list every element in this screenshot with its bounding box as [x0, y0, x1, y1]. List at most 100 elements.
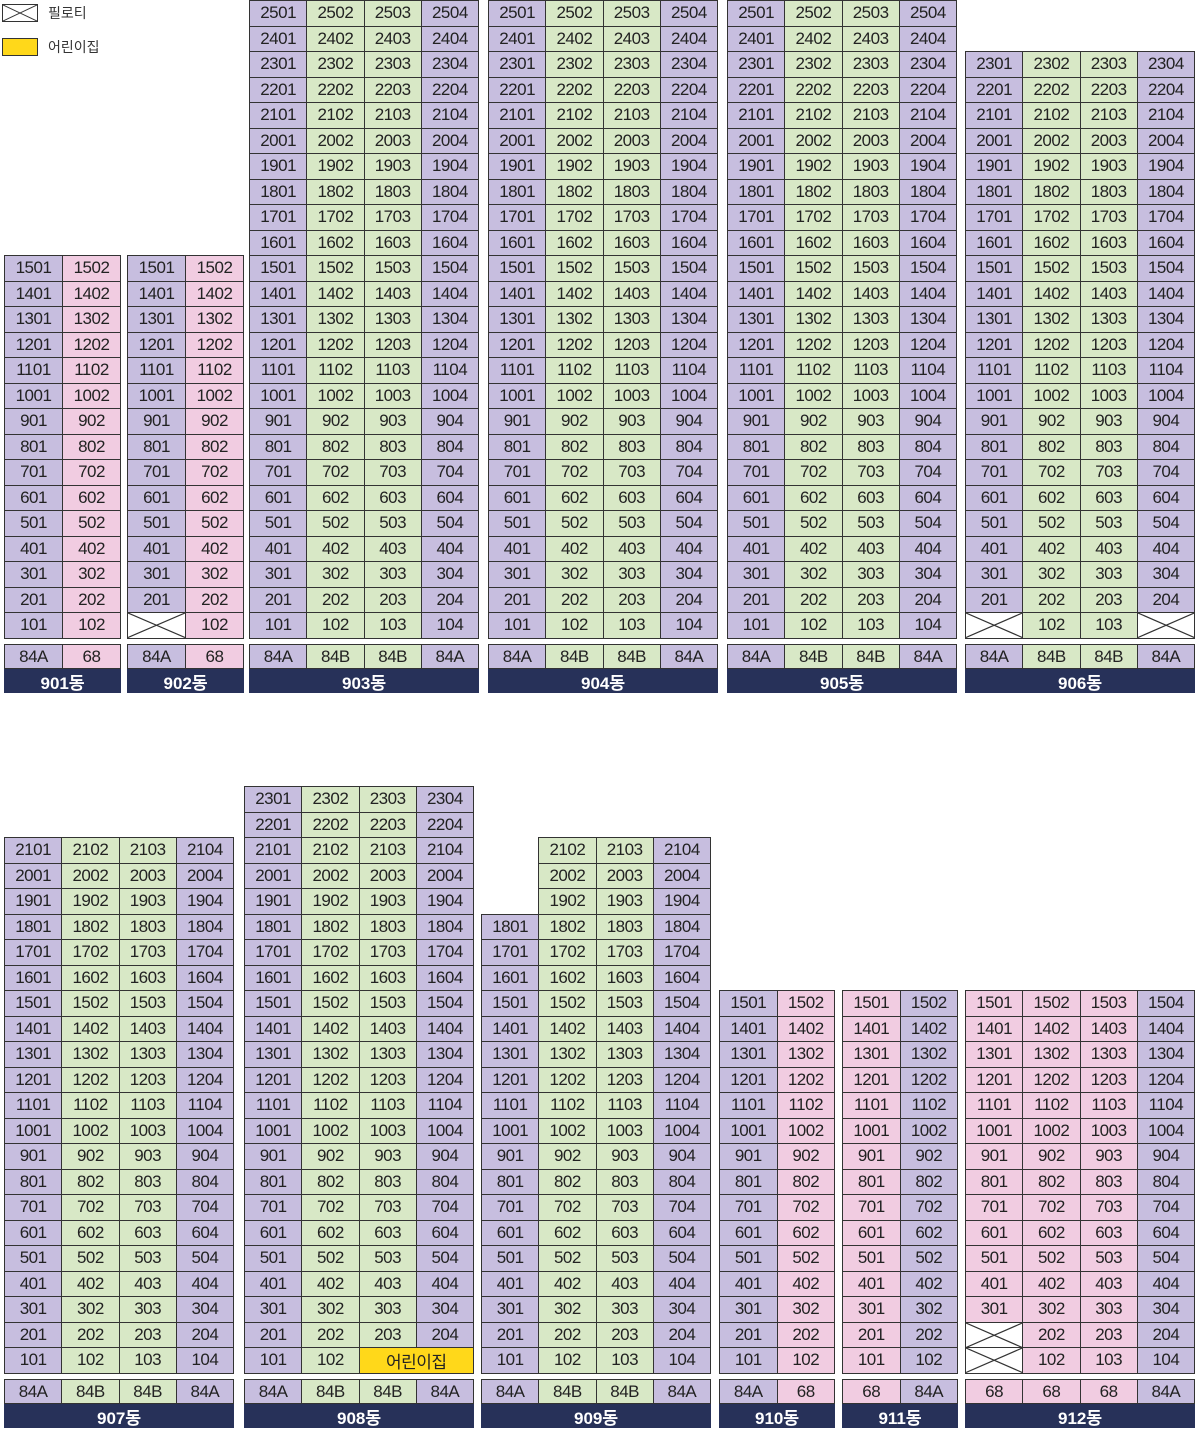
unit-cell: 1301: [727, 306, 786, 333]
unit-cell: 2201: [965, 76, 1024, 103]
unit-cell: 203: [118, 1321, 177, 1348]
unit-type-label: 84B: [538, 1379, 597, 1404]
unit-cell: 1602: [545, 229, 604, 256]
unit-cell: 204: [420, 586, 479, 613]
unit-cell: 1603: [1079, 229, 1138, 256]
unit-cell: 502: [899, 1245, 958, 1272]
unit-cell: 301: [727, 561, 786, 588]
unit-cell: 702: [545, 459, 604, 486]
unit-type-label: 68: [965, 1379, 1024, 1404]
unit-cell: 203: [602, 586, 661, 613]
legend-label-daycare: 어린이집: [48, 39, 100, 55]
unit-cell: 2302: [1022, 51, 1081, 78]
unit-cell: 1002: [545, 382, 604, 409]
unit-cell: 1601: [249, 229, 308, 256]
unit-cell: 304: [1136, 561, 1195, 588]
unit-cell: 2003: [363, 127, 422, 154]
unit-type-label: 84A: [244, 1379, 303, 1404]
unit-cell: 403: [602, 535, 661, 562]
unit-cell: 504: [420, 510, 479, 537]
unit-cell: 2003: [118, 862, 177, 889]
unit-cell: 1802: [306, 178, 365, 205]
unit-cell: 2202: [306, 76, 365, 103]
unit-cell: 1101: [719, 1092, 778, 1119]
unit-cell: 102: [538, 1347, 597, 1374]
unit-cell: 1204: [1136, 1066, 1195, 1093]
unit-cell: 1204: [652, 1066, 711, 1093]
unit-cell: 603: [602, 484, 661, 511]
unit-type-label: 84A: [659, 644, 718, 669]
unit-cell: 1703: [602, 204, 661, 231]
unit-cell: 2204: [659, 76, 718, 103]
unit-cell: 1502: [899, 990, 958, 1017]
unit-cell: 903: [841, 408, 900, 435]
unit-cell: 302: [1022, 1296, 1081, 1323]
unit-cell: 1404: [652, 1015, 711, 1042]
unit-cell: 504: [898, 510, 957, 537]
unit-type-label: 84B: [118, 1379, 177, 1404]
unit-cell: 1302: [1022, 306, 1081, 333]
unit-cell: 1703: [1079, 204, 1138, 231]
unit-cell: 1504: [898, 255, 957, 282]
unit-cell: 501: [965, 1245, 1024, 1272]
unit-cell: 1102: [545, 357, 604, 384]
unit-cell: 2103: [118, 837, 177, 864]
unit-cell: 904: [420, 408, 479, 435]
unit-cell: 2303: [841, 51, 900, 78]
unit-cell: 701: [244, 1194, 303, 1221]
unit-cell: 601: [488, 484, 547, 511]
unit-cell: 401: [965, 535, 1024, 562]
unit-cell: 2101: [244, 837, 303, 864]
unit-cell: 303: [363, 561, 422, 588]
unit-cell: 601: [481, 1219, 540, 1246]
unit-cell: 1101: [965, 357, 1024, 384]
unit-cell: 1301: [244, 1041, 303, 1068]
unit-cell: 904: [1136, 1143, 1195, 1170]
unit-cell: 1404: [898, 280, 957, 307]
unit-cell: 401: [842, 1270, 901, 1297]
unit-cell: 103: [118, 1347, 177, 1374]
unit-cell: 1603: [602, 229, 661, 256]
unit-cell: 1402: [62, 280, 121, 307]
unit-cell: 1904: [415, 888, 474, 915]
unit-cell: 2102: [538, 837, 597, 864]
unit-cell: 702: [1022, 459, 1081, 486]
unit-cell: 101: [4, 1347, 63, 1374]
unit-cell: 2104: [415, 837, 474, 864]
unit-cell: 602: [784, 484, 843, 511]
unit-cell: 2203: [841, 76, 900, 103]
unit-cell: 201: [719, 1321, 778, 1348]
unit-cell: 204: [1136, 586, 1195, 613]
unit-cell: 1303: [358, 1041, 417, 1068]
unit-cell: 103: [1079, 1347, 1138, 1374]
unit-cell: 703: [358, 1194, 417, 1221]
unit-cell: 302: [538, 1296, 597, 1323]
unit-cell: 2002: [306, 127, 365, 154]
unit-cell: 1504: [1136, 990, 1195, 1017]
unit-cell: 603: [118, 1219, 177, 1246]
unit-cell: 101: [719, 1347, 778, 1374]
unit-cell: 702: [899, 1194, 958, 1221]
unit-cell: 201: [488, 586, 547, 613]
unit-cell: 1501: [127, 255, 186, 282]
unit-cell: 1303: [118, 1041, 177, 1068]
unit-cell: 1004: [1136, 382, 1195, 409]
unit-cell: 1903: [1079, 153, 1138, 180]
unit-cell: 204: [175, 1321, 234, 1348]
unit-cell: 601: [727, 484, 786, 511]
unit-cell: 1601: [481, 964, 540, 991]
unit-cell: 302: [185, 561, 244, 588]
unit-cell: 102: [1022, 1347, 1081, 1374]
unit-cell: 1202: [776, 1066, 835, 1093]
unit-cell: 302: [61, 1296, 120, 1323]
building-name: 909동: [481, 1404, 711, 1428]
unit-cell: 1804: [420, 178, 479, 205]
unit-cell: 2202: [545, 76, 604, 103]
unit-cell: 1801: [249, 178, 308, 205]
unit-cell: 2104: [652, 837, 711, 864]
unit-cell: 301: [965, 1296, 1024, 1323]
unit-cell: 501: [127, 510, 186, 537]
unit-cell: 1502: [185, 255, 244, 282]
unit-cell: 1002: [538, 1117, 597, 1144]
unit-cell: 1102: [301, 1092, 360, 1119]
